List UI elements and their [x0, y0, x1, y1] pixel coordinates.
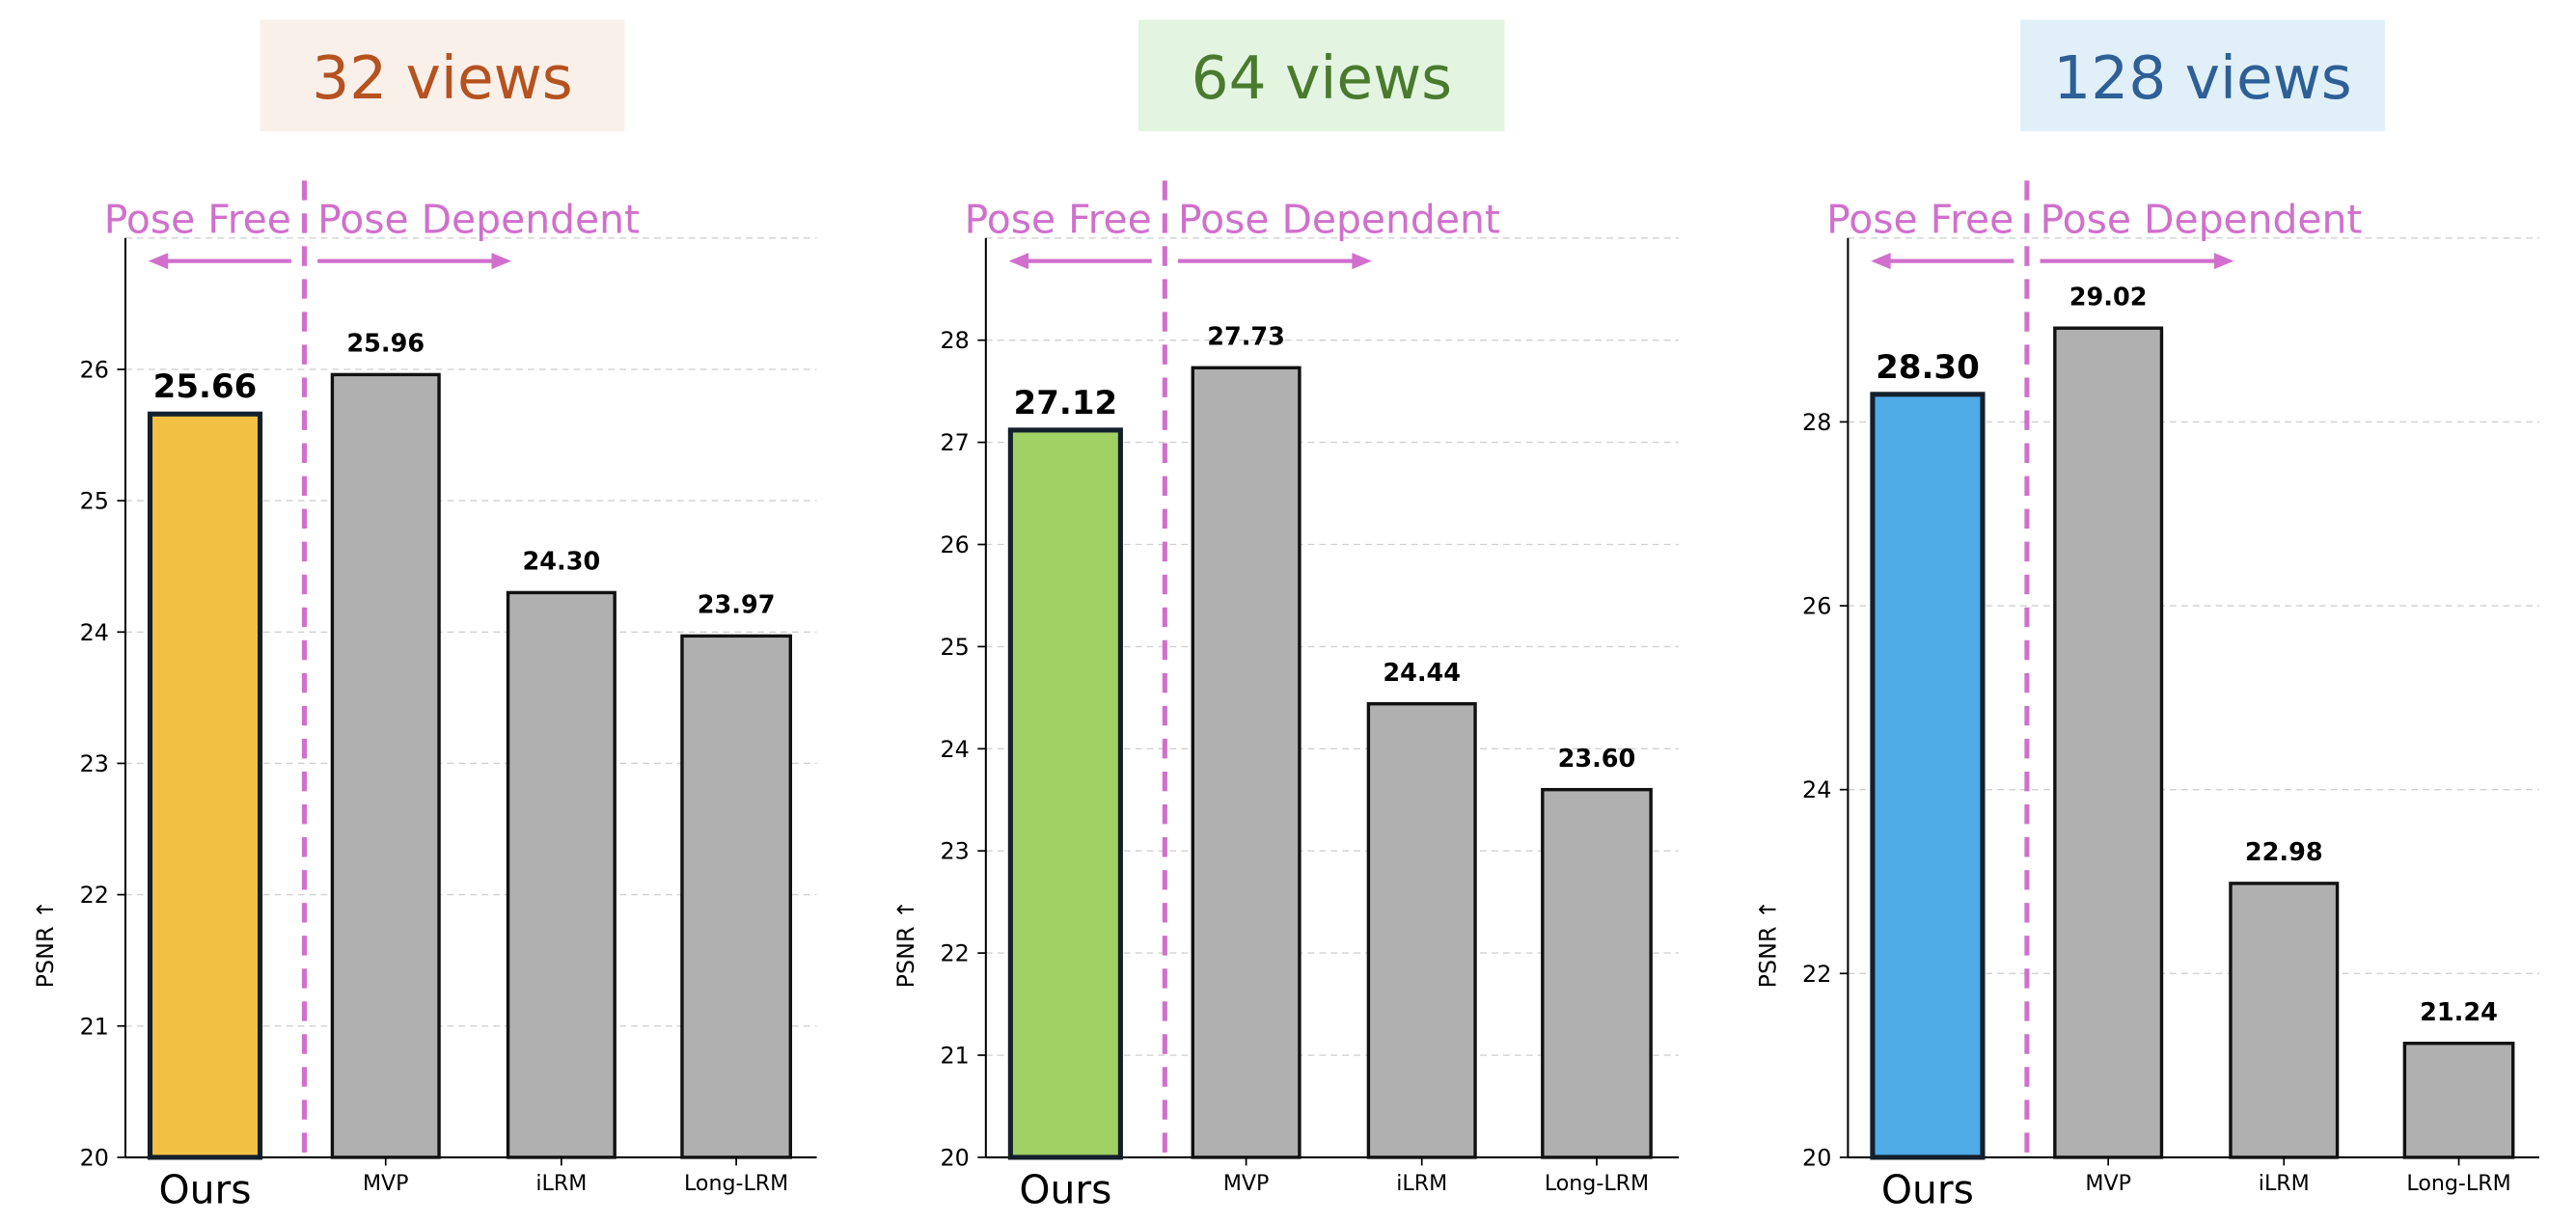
bar-ours	[1870, 392, 1986, 1160]
data-label: 21.24	[2420, 998, 2498, 1027]
pose-free-label: Pose Free	[1826, 197, 2014, 243]
data-label: 27.12	[1014, 384, 1118, 422]
x-tick-label: iLRM	[535, 1171, 587, 1196]
y-tick-label: 26	[1802, 593, 1831, 620]
chart-panel-1: 32 views 20 21 22 23 24 25 26 PSNR ↑ 25.66 Ours 25.…	[32, 19, 817, 1213]
data-label: 24.44	[1383, 659, 1461, 688]
y-tick-label: 24	[940, 736, 969, 763]
bar-ilrm	[2229, 882, 2340, 1159]
y-tick-label: 28	[1802, 409, 1831, 436]
data-label: 25.66	[153, 367, 258, 406]
y-tick-label: 23	[940, 838, 969, 865]
pose-dependent-label: Pose Dependent	[1178, 197, 1500, 243]
y-tick-label: 25	[940, 634, 969, 661]
y-tick-label: 21	[80, 1013, 109, 1040]
y-tick-label: 22	[80, 882, 109, 909]
pose-free-label: Pose Free	[104, 197, 291, 243]
y-tick-label: 20	[1802, 1144, 1831, 1171]
chart-title: 32 views	[312, 44, 572, 113]
y-tick-label: 24	[80, 619, 109, 646]
data-label: 23.60	[1558, 745, 1636, 774]
data-label: 28.30	[1876, 348, 1980, 387]
bar-ilrm	[1366, 702, 1477, 1159]
y-tick-label: 26	[940, 531, 969, 558]
y-tick-label: 26	[80, 356, 109, 383]
y-tick-label: 27	[940, 429, 969, 456]
x-tick-label: Long-LRM	[1545, 1171, 1649, 1196]
y-tick-label: 20	[80, 1144, 109, 1171]
y-tick-label: 25	[80, 488, 109, 515]
bar-long-lrm	[680, 634, 792, 1159]
data-label: 25.96	[346, 330, 425, 359]
x-tick-label: iLRM	[1396, 1171, 1447, 1196]
arrow-left-icon	[1008, 253, 1029, 270]
arrow-right-icon	[2213, 253, 2234, 270]
arrow-right-icon	[491, 253, 511, 270]
y-tick-label: 24	[1802, 776, 1831, 803]
bar-ours	[147, 411, 263, 1160]
bar-ours	[1007, 427, 1123, 1160]
bar-mvp	[2053, 326, 2164, 1159]
x-tick-label: iLRM	[2259, 1171, 2310, 1196]
arrow-left-icon	[148, 253, 169, 270]
y-axis-label: PSNR ↑	[892, 900, 919, 988]
bar-ilrm	[506, 590, 617, 1159]
y-tick-label: 21	[940, 1043, 969, 1070]
x-tick-label: Ours	[158, 1167, 251, 1213]
chart-panel-2: 64 views 20 21 22 23 24 25 26 27 28 PSNR ↑ 27.12 Our…	[892, 19, 1680, 1213]
data-label: 24.30	[522, 548, 600, 577]
chart-title: 64 views	[1192, 44, 1452, 113]
x-tick-label: MVP	[2085, 1171, 2131, 1196]
pose-dependent-label: Pose Dependent	[317, 197, 640, 243]
x-tick-label: MVP	[1223, 1171, 1270, 1196]
x-tick-label: Long-LRM	[684, 1171, 788, 1196]
y-tick-label: 22	[1802, 961, 1831, 988]
y-tick-label: 28	[940, 327, 969, 354]
bar-mvp	[1191, 366, 1302, 1159]
pose-free-label: Pose Free	[965, 197, 1152, 243]
arrow-left-icon	[1871, 253, 1891, 270]
x-tick-label: Ours	[1019, 1167, 1111, 1213]
y-axis-label: PSNR ↑	[1754, 900, 1781, 988]
x-tick-label: Long-LRM	[2406, 1171, 2510, 1196]
data-label: 29.02	[2069, 283, 2148, 312]
x-tick-label: Ours	[1881, 1167, 1974, 1213]
data-label: 27.73	[1207, 322, 1285, 351]
y-axis-label: PSNR ↑	[32, 900, 59, 988]
bar-long-lrm	[2402, 1042, 2515, 1159]
data-label: 22.98	[2245, 838, 2323, 867]
title-background	[2020, 19, 2385, 132]
pose-dependent-label: Pose Dependent	[2041, 197, 2363, 243]
arrow-right-icon	[1352, 253, 1372, 270]
bar-mvp	[330, 372, 441, 1159]
title-background	[260, 19, 625, 132]
y-tick-label: 22	[940, 940, 969, 967]
bar-long-lrm	[1541, 787, 1653, 1159]
y-tick-label: 20	[940, 1144, 969, 1171]
chart-panel-3: 128 views 20 22 24 26 28 PSNR ↑ 28.30 Ours 29.02 M…	[1754, 19, 2539, 1213]
data-label: 23.97	[698, 591, 776, 620]
chart-title: 128 views	[2053, 44, 2351, 113]
title-background	[1138, 19, 1505, 132]
x-tick-label: MVP	[363, 1171, 409, 1196]
y-tick-label: 23	[80, 750, 109, 777]
